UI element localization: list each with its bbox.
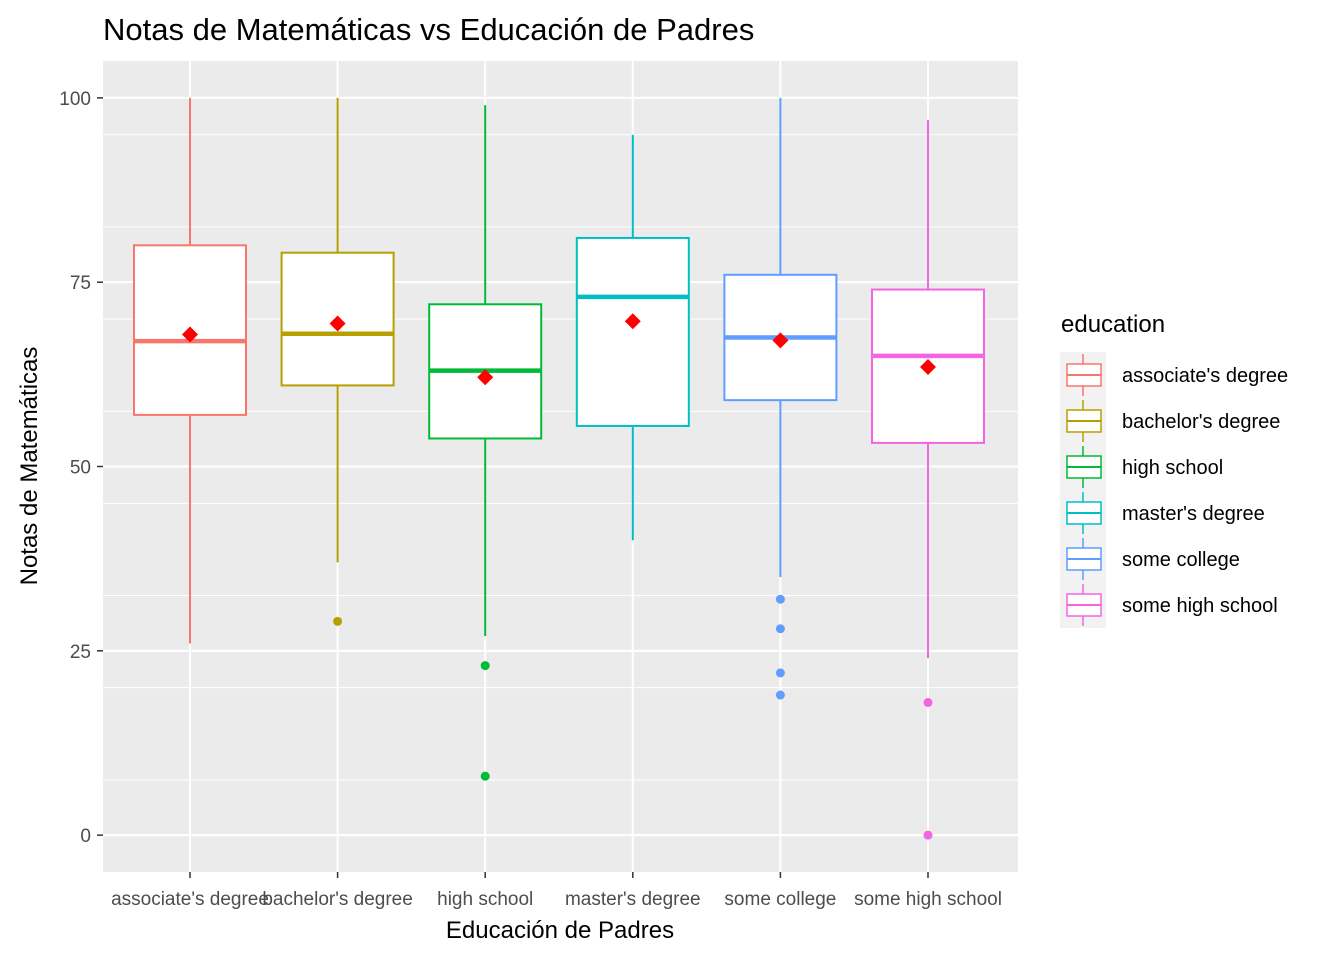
box-group <box>280 97 395 626</box>
outlier-point <box>480 771 490 781</box>
legend-label: high school <box>1122 457 1223 479</box>
outlier-point <box>333 616 343 626</box>
y-axis-title: Notas de Matemáticas <box>16 347 43 586</box>
x-tick-label: associate's degree <box>111 889 269 910</box>
box <box>575 236 690 427</box>
mean-marker <box>772 332 789 349</box>
outlier-point <box>923 697 933 707</box>
y-tick-label: 100 <box>59 89 91 110</box>
box-group <box>428 105 543 781</box>
legend-item: some college <box>1060 536 1240 582</box>
box-group <box>871 119 985 840</box>
outlier-point <box>480 661 490 671</box>
legend-label: master's degree <box>1122 503 1265 525</box>
box-group <box>133 97 247 644</box>
mean-marker <box>477 369 494 386</box>
box-group <box>575 134 690 541</box>
legend-item: master's degree <box>1060 490 1265 536</box>
y-axis: 0 25 50 75 100 <box>59 89 103 847</box>
x-tick-label: high school <box>437 889 533 910</box>
mean-marker <box>624 313 641 330</box>
boxes <box>133 97 985 840</box>
y-tick-label: 0 <box>80 826 91 847</box>
mean-marker <box>182 326 198 343</box>
x-tick-label: some high school <box>854 889 1002 910</box>
x-tick-label: some college <box>724 889 836 910</box>
legend-label: associate's degree <box>1122 365 1288 387</box>
outlier-point <box>775 668 785 678</box>
chart-title: Notas de Matemáticas vs Educación de Pad… <box>103 12 754 47</box>
mean-marker <box>920 358 936 375</box>
legend-item: associate's degree <box>1060 352 1288 398</box>
legend-item: some high school <box>1060 582 1278 628</box>
y-tick-label: 25 <box>70 642 91 663</box>
y-tick-label: 75 <box>70 273 91 294</box>
legend-label: bachelor's degree <box>1122 411 1280 433</box>
outlier-point <box>775 690 785 700</box>
mean-marker <box>329 315 346 332</box>
box-group <box>723 97 838 700</box>
legend-label: some high school <box>1122 595 1278 617</box>
outlier-point <box>923 830 933 840</box>
legend: education associate's degree bachelor's d… <box>1060 311 1288 628</box>
legend-label: some college <box>1122 549 1240 571</box>
y-tick-label: 50 <box>70 458 91 479</box>
legend-item: bachelor's degree <box>1060 398 1280 444</box>
legend-item: high school <box>1060 444 1223 490</box>
x-tick-label: master's degree <box>565 889 701 910</box>
x-axis-title: Educación de Padres <box>446 917 674 944</box>
outlier-point <box>775 594 785 604</box>
outlier-point <box>775 624 785 634</box>
legend-title: education <box>1061 311 1165 338</box>
x-tick-label: bachelor's degree <box>262 889 412 910</box>
